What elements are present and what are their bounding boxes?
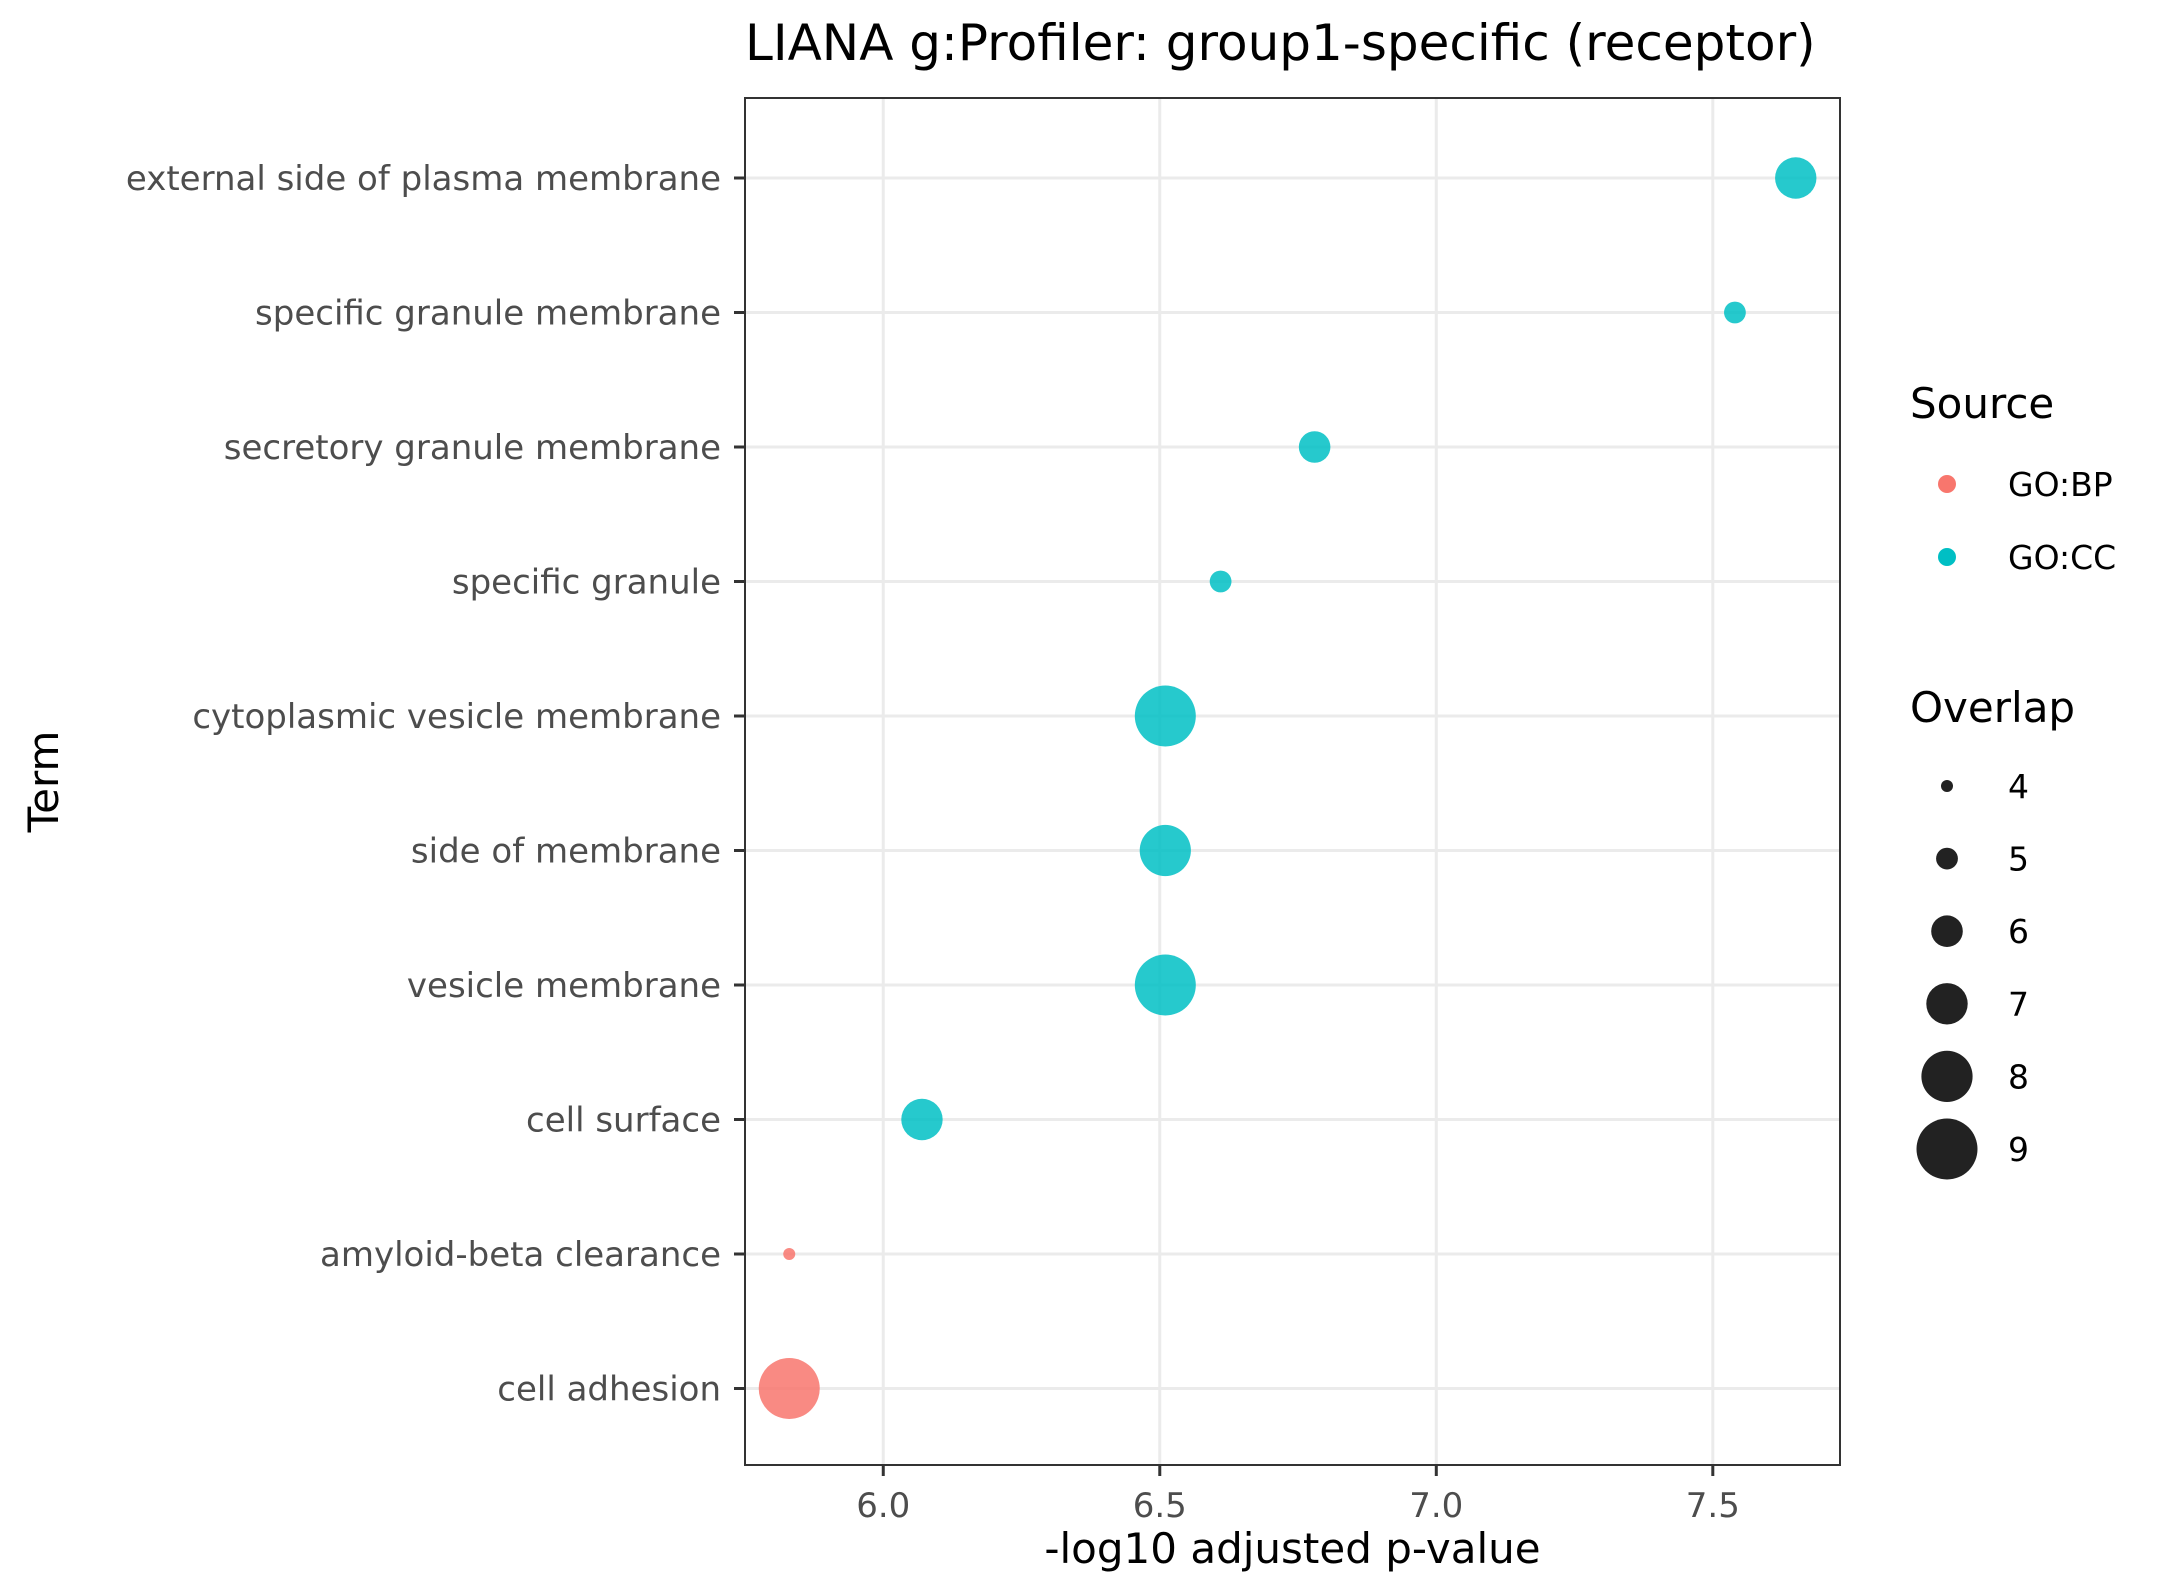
data-point bbox=[783, 1248, 796, 1260]
y-axis-title: Term bbox=[19, 731, 68, 834]
legend-overlap-key bbox=[1916, 1118, 1978, 1180]
y-tick-label: secretory granule membrane bbox=[224, 428, 721, 468]
data-point bbox=[1134, 954, 1196, 1016]
legend-overlap-title: Overlap bbox=[1910, 683, 2075, 732]
legend-overlap-label: 6 bbox=[2008, 912, 2029, 951]
data-point bbox=[1134, 685, 1196, 747]
x-tick-label: 6.0 bbox=[856, 1486, 910, 1526]
y-tick-label: cell surface bbox=[526, 1101, 721, 1141]
grid-lines bbox=[745, 98, 1840, 1465]
legend-overlap-key bbox=[1936, 847, 1958, 870]
legend-source-label: GO:BP bbox=[2008, 465, 2113, 504]
legend-overlap-label: 4 bbox=[2008, 767, 2029, 806]
x-tick-label: 7.5 bbox=[1686, 1486, 1740, 1526]
x-tick-label: 6.5 bbox=[1133, 1486, 1187, 1526]
legend-overlap: Overlap 4 5 6 7 8 9 bbox=[1910, 683, 2075, 1180]
data-point bbox=[758, 1358, 820, 1419]
legend-overlap-key bbox=[1926, 983, 1968, 1025]
legend-source: Source GO:BP GO:CC bbox=[1910, 379, 2116, 577]
legend-overlap-key bbox=[1931, 915, 1963, 947]
plot-panel-border bbox=[744, 97, 1841, 1466]
y-tick-label: cytoplasmic vesicle membrane bbox=[192, 697, 721, 737]
y-tick-label: cell adhesion bbox=[497, 1370, 721, 1410]
data-point bbox=[1724, 301, 1746, 324]
legend-source-key bbox=[1938, 475, 1956, 493]
y-tick-label: vesicle membrane bbox=[407, 966, 721, 1006]
legend-overlap-label: 7 bbox=[2008, 985, 2029, 1024]
x-tick-label: 7.0 bbox=[1409, 1486, 1463, 1526]
data-point bbox=[1209, 570, 1232, 593]
legend-overlap-label: 8 bbox=[2008, 1057, 2029, 1096]
legend-overlap-label: 9 bbox=[2008, 1130, 2029, 1169]
x-axis-title: -log10 adjusted p-value bbox=[1044, 1524, 1540, 1573]
y-axis: external side of plasma membrane specific… bbox=[126, 159, 745, 1410]
chart-title: LIANA g:Profiler: group1-specific (recep… bbox=[745, 14, 1816, 72]
data-point bbox=[1298, 431, 1331, 463]
legend-overlap-key bbox=[1941, 780, 1953, 792]
data-points bbox=[758, 157, 1817, 1419]
data-point bbox=[1775, 157, 1817, 199]
legend-source-title: Source bbox=[1910, 379, 2054, 428]
legend-overlap-label: 5 bbox=[2008, 840, 2029, 879]
legend-source-label: GO:CC bbox=[2008, 538, 2116, 577]
data-point bbox=[1139, 824, 1191, 877]
y-tick-label: side of membrane bbox=[411, 832, 721, 872]
y-tick-label: amyloid-beta clearance bbox=[320, 1235, 721, 1275]
y-tick-label: specific granule membrane bbox=[255, 294, 721, 334]
data-point bbox=[901, 1098, 943, 1141]
legend-source-key bbox=[1938, 548, 1956, 566]
y-tick-label: external side of plasma membrane bbox=[126, 159, 721, 199]
x-axis: 6.0 6.5 7.0 7.5 bbox=[856, 1465, 1740, 1526]
legend-overlap-key bbox=[1921, 1050, 1973, 1102]
y-tick-label: specific granule bbox=[452, 563, 721, 603]
